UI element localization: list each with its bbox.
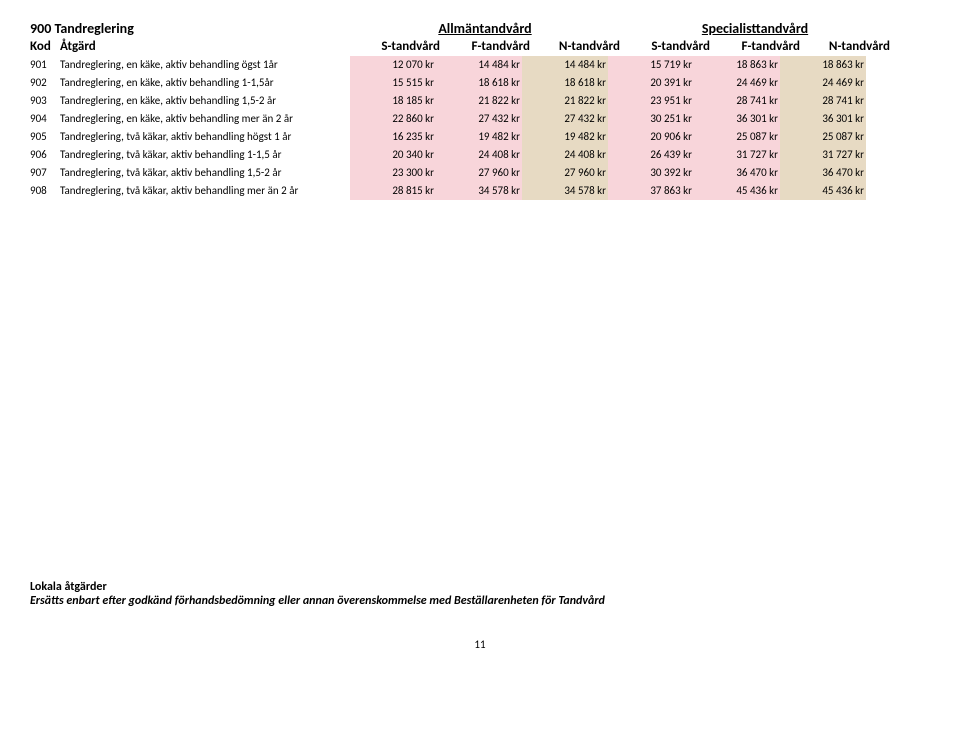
value-cell: 31 727 kr: [694, 146, 780, 164]
kod-header: Kod: [30, 39, 60, 54]
col-header: N-tandvård: [800, 39, 890, 54]
value-cell: 27 960 kr: [522, 164, 608, 182]
value-cell: 27 432 kr: [436, 110, 522, 128]
value-cell: 20 340 kr: [350, 146, 436, 164]
footer-line2: Ersätts enbart efter godkänd förhandsbed…: [30, 594, 930, 608]
value-cell: 18 185 kr: [350, 92, 436, 110]
value-cell: 22 860 kr: [350, 110, 436, 128]
kod-cell: 902: [30, 74, 60, 92]
table-row: 902Tandreglering, en käke, aktiv behandl…: [30, 74, 930, 92]
value-cell: 25 087 kr: [780, 128, 866, 146]
value-cell: 28 741 kr: [694, 92, 780, 110]
column-group-2: Specialisttandvård: [620, 20, 890, 37]
category-name: Tandreglering: [54, 20, 133, 37]
kod-cell: 904: [30, 110, 60, 128]
value-cell: 34 578 kr: [522, 182, 608, 200]
value-cell: 28 741 kr: [780, 92, 866, 110]
category-code: 900: [30, 20, 51, 37]
table-body: 901Tandreglering, en käke, aktiv behandl…: [30, 56, 930, 200]
value-cell: 27 960 kr: [436, 164, 522, 182]
table-header-groups: 900 Tandreglering Allmäntandvård Special…: [30, 20, 930, 37]
kod-cell: 901: [30, 56, 60, 74]
value-cell: 45 436 kr: [780, 182, 866, 200]
table-header-columns: Kod Åtgärd S-tandvård F-tandvård N-tandv…: [30, 39, 930, 54]
kod-cell: 903: [30, 92, 60, 110]
value-cell: 23 300 kr: [350, 164, 436, 182]
value-cell: 36 470 kr: [780, 164, 866, 182]
col-header: F-tandvård: [710, 39, 800, 54]
value-cell: 30 251 kr: [608, 110, 694, 128]
value-cell: 12 070 kr: [350, 56, 436, 74]
value-cell: 14 484 kr: [522, 56, 608, 74]
atgard-cell: Tandreglering, en käke, aktiv behandling…: [60, 56, 350, 74]
value-cell: 18 863 kr: [780, 56, 866, 74]
value-cell: 31 727 kr: [780, 146, 866, 164]
value-cell: 34 578 kr: [436, 182, 522, 200]
footer-line1: Lokala åtgärder: [30, 580, 930, 594]
value-cell: 36 470 kr: [694, 164, 780, 182]
value-cell: 27 432 kr: [522, 110, 608, 128]
value-cell: 21 822 kr: [436, 92, 522, 110]
value-cell: 19 482 kr: [436, 128, 522, 146]
col-header: S-tandvård: [350, 39, 440, 54]
value-cell: 18 618 kr: [522, 74, 608, 92]
atgard-cell: Tandreglering, en käke, aktiv behandling…: [60, 110, 350, 128]
value-cell: 15 515 kr: [350, 74, 436, 92]
value-cell: 28 815 kr: [350, 182, 436, 200]
value-cell: 24 469 kr: [780, 74, 866, 92]
value-cell: 19 482 kr: [522, 128, 608, 146]
atgard-cell: Tandreglering, två käkar, aktiv behandli…: [60, 182, 350, 200]
value-cell: 16 235 kr: [350, 128, 436, 146]
value-cell: 24 469 kr: [694, 74, 780, 92]
value-cell: 18 863 kr: [694, 56, 780, 74]
table-row: 907Tandreglering, två käkar, aktiv behan…: [30, 164, 930, 182]
table-row: 903Tandreglering, en käke, aktiv behandl…: [30, 92, 930, 110]
atgard-cell: Tandreglering, en käke, aktiv behandling…: [60, 74, 350, 92]
table-row: 904Tandreglering, en käke, aktiv behandl…: [30, 110, 930, 128]
kod-cell: 905: [30, 128, 60, 146]
value-cell: 21 822 kr: [522, 92, 608, 110]
table-row: 905Tandreglering, två käkar, aktiv behan…: [30, 128, 930, 146]
column-group-1: Allmäntandvård: [350, 20, 620, 37]
col-header: F-tandvård: [440, 39, 530, 54]
footer-block: Lokala åtgärder Ersätts enbart efter god…: [30, 580, 930, 608]
value-cell: 37 863 kr: [608, 182, 694, 200]
value-cell: 26 439 kr: [608, 146, 694, 164]
col-header: N-tandvård: [530, 39, 620, 54]
kod-cell: 906: [30, 146, 60, 164]
kod-cell: 907: [30, 164, 60, 182]
value-cell: 24 408 kr: [522, 146, 608, 164]
atgard-cell: Tandreglering, en käke, aktiv behandling…: [60, 92, 350, 110]
value-cell: 18 618 kr: [436, 74, 522, 92]
value-cell: 45 436 kr: [694, 182, 780, 200]
value-cell: 23 951 kr: [608, 92, 694, 110]
value-cell: 36 301 kr: [694, 110, 780, 128]
value-cell: 25 087 kr: [694, 128, 780, 146]
value-cell: 24 408 kr: [436, 146, 522, 164]
col-header: S-tandvård: [620, 39, 710, 54]
value-cell: 14 484 kr: [436, 56, 522, 74]
value-cell: 15 719 kr: [608, 56, 694, 74]
value-cell: 20 906 kr: [608, 128, 694, 146]
category-label: 900 Tandreglering: [30, 20, 350, 37]
value-cell: 20 391 kr: [608, 74, 694, 92]
value-cell: 36 301 kr: [780, 110, 866, 128]
atgard-cell: Tandreglering, två käkar, aktiv behandli…: [60, 128, 350, 146]
table-row: 908Tandreglering, två käkar, aktiv behan…: [30, 182, 930, 200]
table-row: 901Tandreglering, en käke, aktiv behandl…: [30, 56, 930, 74]
atgard-cell: Tandreglering, två käkar, aktiv behandli…: [60, 164, 350, 182]
value-cell: 30 392 kr: [608, 164, 694, 182]
atgard-cell: Tandreglering, två käkar, aktiv behandli…: [60, 146, 350, 164]
atgard-header: Åtgärd: [60, 39, 350, 54]
table-row: 906Tandreglering, två käkar, aktiv behan…: [30, 146, 930, 164]
page-number: 11: [30, 638, 930, 651]
kod-cell: 908: [30, 182, 60, 200]
